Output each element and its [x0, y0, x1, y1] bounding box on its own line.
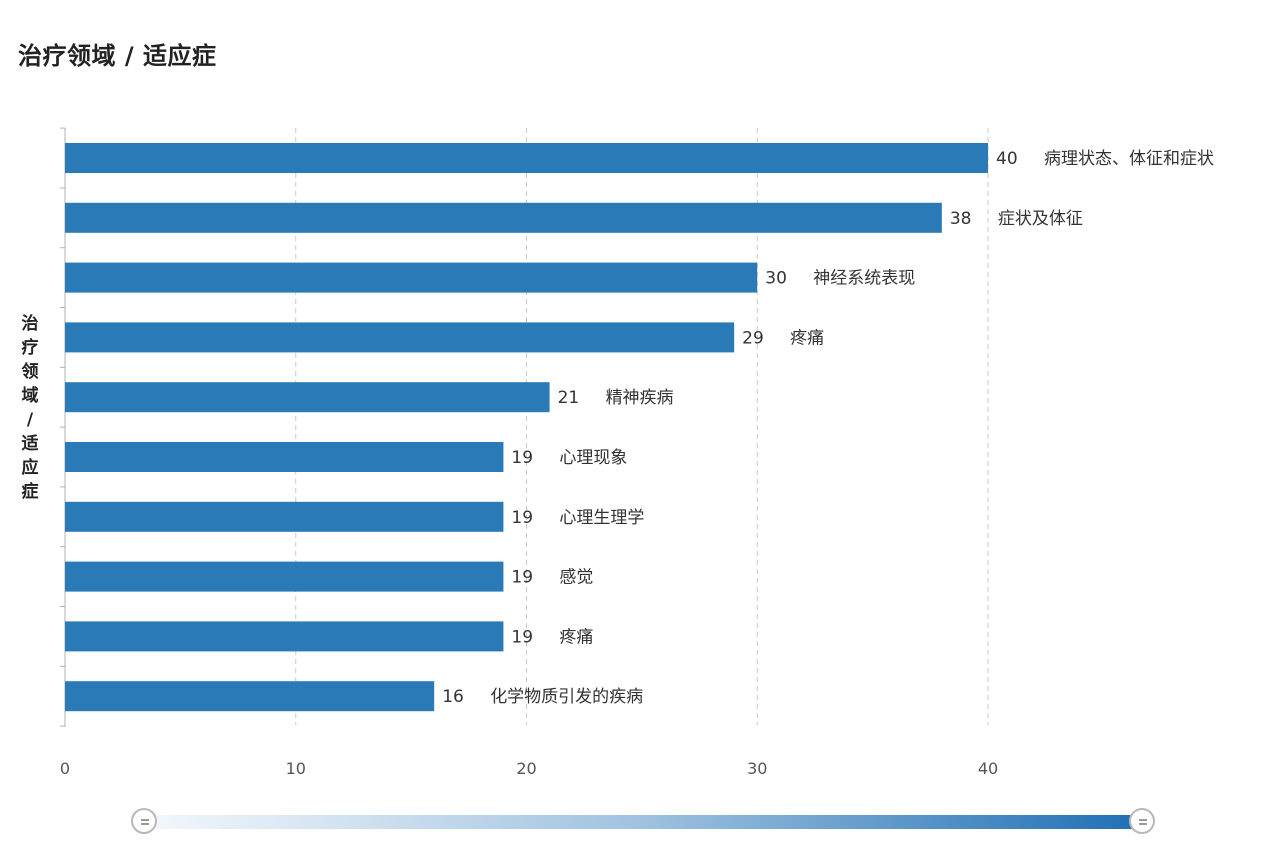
bar-value-label: 19: [511, 448, 533, 468]
chart-title: 治疗领域 / 适应症: [18, 42, 217, 70]
bar-value-label: 29: [742, 328, 764, 348]
bar-category-label: 病理状态、体征和症状: [1044, 149, 1214, 169]
x-tick-label: 40: [978, 759, 998, 778]
bar: [65, 322, 735, 353]
bar-category-label: 疼痛: [790, 328, 824, 348]
x-tick-label: 10: [286, 759, 306, 778]
bar: [65, 382, 550, 413]
slider-left-handle-icon[interactable]: [131, 808, 157, 834]
bar: [65, 681, 435, 712]
bar: [65, 621, 504, 652]
data-zoom-track[interactable]: [143, 815, 1143, 829]
y-axis-label: 治疗领域 / 适应症: [21, 314, 39, 502]
bar-value-label: 30: [765, 269, 787, 289]
bar-value-label: 19: [511, 627, 533, 647]
bar-category-label: 感觉: [559, 568, 593, 588]
bar: [65, 561, 504, 592]
bar-category-label: 精神疾病: [606, 388, 674, 408]
bar-category-label: 心理现象: [559, 448, 627, 468]
bar-value-label: 40: [996, 149, 1018, 169]
bar-value-label: 19: [511, 568, 533, 588]
bar-category-label: 症状及体征: [998, 209, 1083, 229]
bar-chart: 0 10 20 30 40 40 病理状态、体征和症状 38 症状及体征 30 神经系统表现 29 疼痛…: [60, 127, 1214, 778]
bar: [65, 143, 988, 173]
x-tick-label: 30: [747, 759, 767, 778]
bar: [65, 501, 504, 532]
slider-right-handle-icon[interactable]: [1129, 808, 1155, 834]
bar-value-label: 19: [511, 508, 533, 528]
bar-value-label: 38: [950, 209, 972, 229]
bar-category-label: 化学物质引发的疾病: [490, 687, 643, 707]
bar-category-label: 神经系统表现: [813, 269, 915, 289]
x-tick-label: 0: [60, 759, 70, 778]
bar: [65, 262, 758, 293]
bar-category-label: 疼痛: [559, 627, 593, 647]
bar: [65, 202, 942, 233]
bar-value-label: 21: [558, 388, 580, 408]
bar-category-label: 心理生理学: [559, 508, 644, 528]
bar-value-label: 16: [442, 687, 464, 707]
bar: [65, 442, 504, 472]
x-tick-label: 20: [516, 759, 536, 778]
